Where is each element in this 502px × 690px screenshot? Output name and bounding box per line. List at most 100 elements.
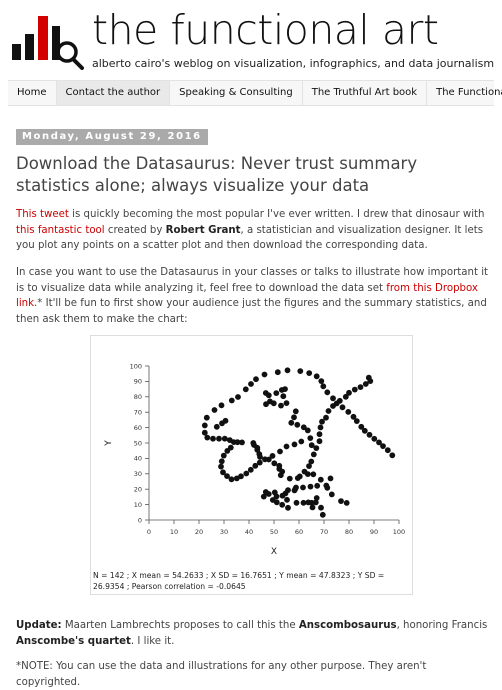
data-point (384, 447, 391, 454)
site-title[interactable]: the functional art (92, 6, 439, 54)
data-point (362, 381, 369, 387)
data-point (292, 408, 299, 415)
y-tick-label: 20 (134, 486, 142, 494)
site-logo[interactable] (12, 12, 92, 70)
data-point (371, 435, 378, 442)
x-tick-label: 0 (147, 528, 151, 536)
data-point (357, 384, 364, 390)
nav-item-the-functional-art-book[interactable]: The Functional Art book (427, 81, 502, 105)
data-point (317, 476, 324, 483)
x-tick-label: 50 (270, 528, 278, 536)
data-point (277, 472, 284, 479)
data-point (309, 504, 316, 511)
footnote: *NOTE: You can use the data and illustra… (16, 661, 427, 688)
data-point (313, 445, 320, 451)
data-point (262, 456, 268, 463)
data-point (228, 476, 235, 483)
data-point (307, 483, 314, 490)
data-point (317, 424, 324, 431)
data-point (324, 389, 331, 396)
data-point (273, 390, 280, 396)
data-point (358, 423, 365, 430)
intro-text-1: is quickly becoming the most popular I'v… (68, 209, 485, 220)
data-point (365, 374, 372, 381)
update-label: Update: (16, 620, 62, 631)
y-tick-label: 80 (134, 393, 142, 401)
data-point (242, 386, 249, 393)
y-tick-label: 50 (134, 439, 142, 447)
post-title[interactable]: Download the Datasaurus: Never trust sum… (16, 154, 418, 195)
data-point (300, 424, 307, 431)
data-point (297, 368, 304, 374)
data-point (239, 439, 245, 446)
data-point (291, 414, 297, 421)
data-point (274, 369, 281, 376)
data-point (269, 453, 276, 459)
data-point (323, 482, 330, 489)
data-point (203, 414, 210, 421)
data-point (283, 400, 290, 406)
x-axis-label: X (271, 547, 277, 557)
data-point (342, 393, 349, 400)
data-point (318, 504, 324, 511)
nav-item-the-truthful-art-book[interactable]: The Truthful Art book (303, 81, 428, 105)
data-point (320, 383, 327, 390)
data-point (234, 439, 241, 446)
nav-item-contact-the-author[interactable]: Contact the author (56, 81, 171, 105)
dropbox-link[interactable]: from this Dropbox link (16, 282, 478, 310)
data-point (346, 389, 352, 396)
y-tick-label: 100 (130, 362, 142, 370)
data-point (277, 448, 283, 455)
data-point (343, 500, 350, 506)
data-point (284, 496, 290, 503)
y-axis-label: Y (104, 440, 114, 447)
data-point (282, 386, 288, 392)
paragraph-download: In case you want to use the Datasaurus i… (16, 265, 492, 327)
x-tick-label: 30 (220, 528, 228, 536)
data-point (204, 434, 211, 441)
data-point (270, 400, 277, 407)
data-point (253, 376, 259, 383)
data-point (350, 413, 357, 420)
data-point (325, 408, 332, 414)
data-point (261, 371, 268, 378)
data-point (265, 392, 272, 399)
data-point (257, 454, 263, 460)
nav-item-speaking-consulting[interactable]: Speaking & Consulting (170, 81, 303, 105)
data-point (333, 400, 340, 407)
data-point (366, 431, 373, 438)
data-point (313, 495, 320, 501)
data-point (222, 417, 229, 424)
chart-caption: N = 142 ; X mean = 54.2633 ; X SD = 16.7… (93, 571, 385, 591)
data-point (220, 452, 227, 459)
tool-link[interactable]: this fantastic tool (16, 224, 105, 236)
x-tick-label: 60 (295, 528, 303, 536)
site-subtitle: alberto cairo's weblog on visualization,… (92, 57, 495, 70)
data-point (282, 490, 289, 497)
anscombosaurus-name: Anscombosaurus (298, 620, 397, 631)
update-text-3: . I like it. (130, 635, 175, 647)
data-point (345, 409, 352, 415)
x-tick-label: 70 (320, 528, 328, 536)
x-tick-label: 100 (393, 528, 405, 536)
x-tick-label: 40 (245, 528, 253, 536)
data-point (201, 429, 208, 436)
y-tick-label: 40 (134, 455, 142, 463)
data-point (316, 438, 323, 445)
data-point (213, 423, 220, 430)
tweet-link[interactable]: This tweet (16, 209, 69, 220)
download-text-2: .* It'll be fun to first show your audie… (16, 298, 487, 325)
nav-item-home[interactable]: Home (8, 81, 57, 105)
y-tick-label: 60 (134, 424, 142, 432)
data-point (300, 484, 306, 491)
data-point (353, 418, 360, 424)
x-tick-label: 10 (170, 528, 178, 536)
data-point (211, 407, 218, 413)
data-point (310, 451, 317, 458)
data-point (263, 401, 269, 408)
data-point (218, 402, 225, 409)
data-point (294, 421, 301, 428)
data-point (301, 468, 308, 475)
data-point (233, 475, 240, 482)
data-point (235, 394, 241, 400)
